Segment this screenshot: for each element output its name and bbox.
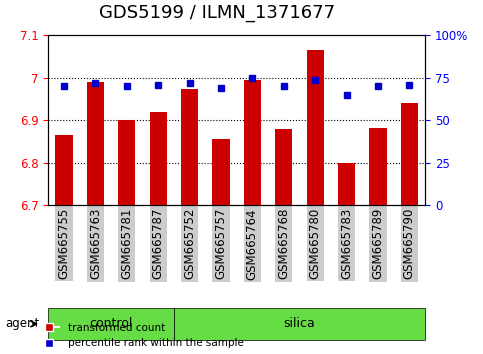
Legend: transformed count, percentile rank within the sample: transformed count, percentile rank withi… [34,319,248,352]
Text: agent: agent [5,318,39,330]
Bar [118,120,135,205]
Bar [244,80,261,205]
Bar [275,129,292,205]
Text: GDS5199 / ILMN_1371677: GDS5199 / ILMN_1371677 [99,4,335,22]
Bar [338,163,355,205]
Bar [213,139,229,205]
Bar [401,103,418,205]
Bar [181,88,198,205]
Bar [56,135,72,205]
Bar [150,112,167,205]
Bar [369,128,386,205]
Text: silica: silica [284,318,315,330]
Text: control: control [89,318,133,330]
Bar [87,82,104,205]
Bar [307,50,324,205]
